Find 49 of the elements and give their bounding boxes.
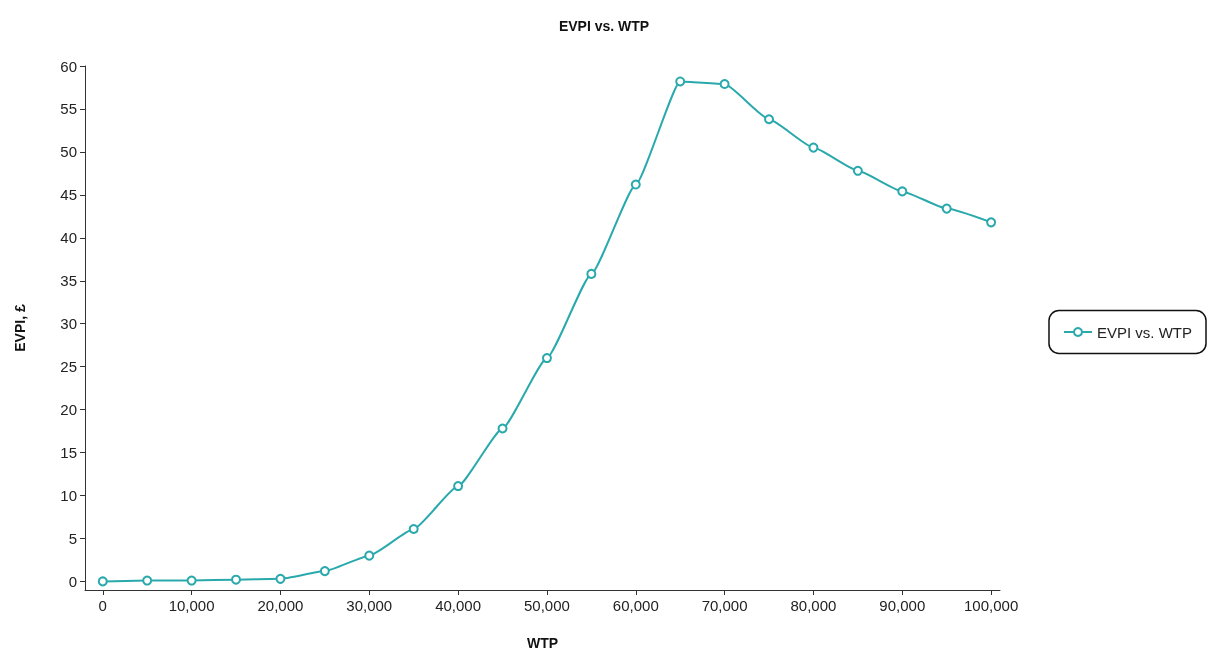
- x-tick-label: 10,000: [168, 597, 215, 614]
- legend-label: EVPI vs. WTP: [1096, 323, 1193, 341]
- point: [675, 76, 686, 87]
- point: [186, 575, 197, 586]
- point: [897, 186, 908, 197]
- y-tick-label: 15: [60, 444, 77, 462]
- point: [408, 524, 419, 535]
- point: [719, 79, 730, 90]
- x-tick-label: 0: [98, 597, 107, 614]
- point: [986, 217, 997, 228]
- point: [941, 203, 952, 214]
- point: [808, 142, 819, 153]
- y-tick-label: 30: [60, 315, 77, 333]
- x-tick-label: 20,000: [257, 597, 304, 614]
- y-tick-label: 50: [60, 143, 77, 161]
- point: [142, 575, 153, 586]
- point: [497, 423, 508, 434]
- x-tick-label: 40,000: [435, 597, 482, 614]
- x-tick-label: 50,000: [524, 597, 570, 614]
- point: [586, 268, 597, 279]
- y-tick-label: 20: [60, 401, 77, 419]
- x-tick-label: 70,000: [701, 597, 748, 614]
- chart-title: EVPI vs. WTP: [558, 18, 650, 34]
- point: [764, 114, 775, 125]
- point: [541, 353, 552, 364]
- x-tick-label: 80,000: [790, 597, 837, 614]
- y-tick-label: 55: [60, 100, 77, 118]
- x-tick-label: 100,000: [964, 597, 1019, 614]
- point: [231, 574, 242, 585]
- y-tick-label: 10: [60, 487, 77, 505]
- y-tick-label: 45: [60, 186, 77, 204]
- x-tick-label: 60,000: [612, 597, 659, 614]
- x-axis-title: WTP: [526, 635, 559, 651]
- point: [275, 573, 286, 584]
- y-tick-label: 25: [60, 358, 77, 376]
- y-tick-label: 0: [68, 572, 77, 590]
- point: [364, 550, 375, 561]
- point: [97, 576, 108, 587]
- y-tick-label: 35: [60, 272, 77, 290]
- y-axis-title: EVPI, £: [12, 304, 28, 352]
- x-tick-label: 30,000: [346, 597, 393, 614]
- y-tick-label: 40: [60, 229, 77, 247]
- point: [852, 165, 863, 176]
- point: [630, 179, 641, 190]
- y-tick-label: 5: [68, 529, 77, 547]
- point: [319, 566, 330, 577]
- point: [453, 481, 464, 492]
- x-tick-label: 90,000: [879, 597, 926, 614]
- y-tick-label: 60: [60, 57, 77, 75]
